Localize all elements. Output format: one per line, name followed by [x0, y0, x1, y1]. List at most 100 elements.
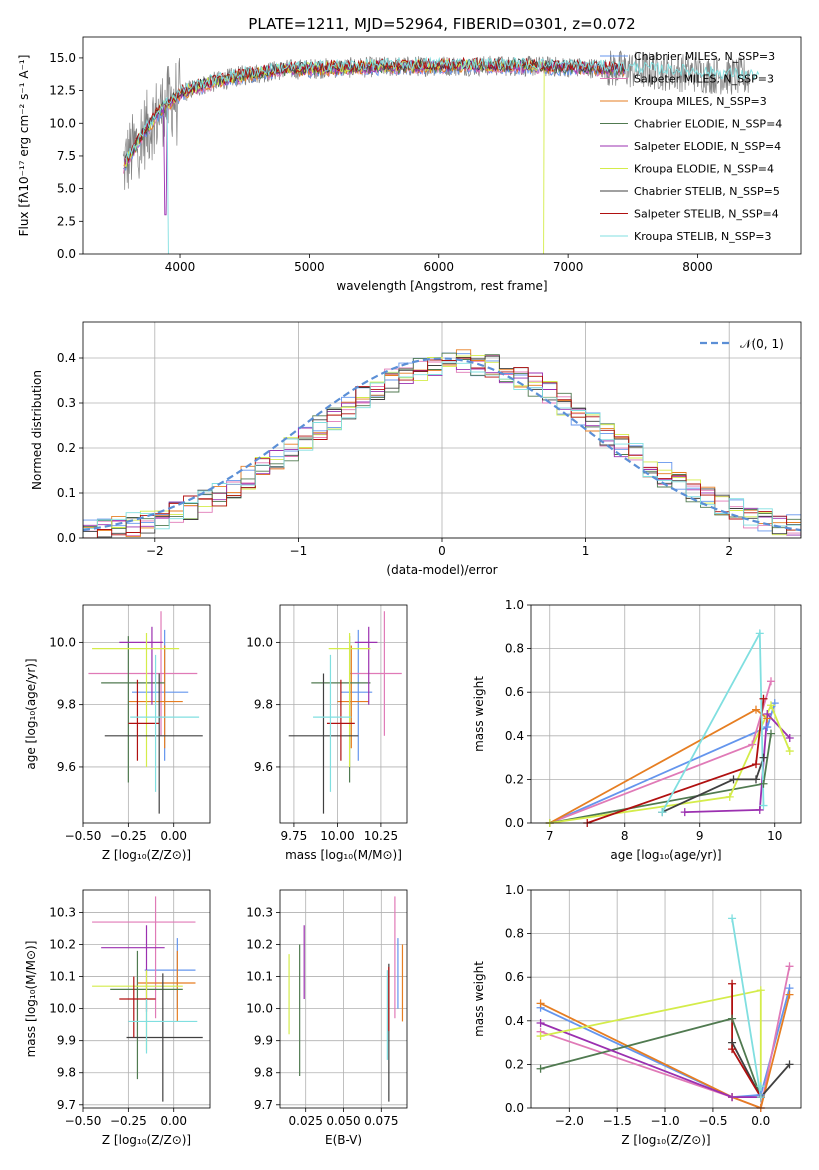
weight-marker: [763, 710, 772, 718]
y-axis-label: mass weight: [472, 961, 486, 1037]
y-tick-label: 10.0: [49, 116, 76, 130]
x-tick-label: 0.025: [289, 1114, 323, 1128]
y-axis-label: age [log₁₀(age/yr)]: [24, 658, 38, 769]
y-tick-label: 10.1: [246, 970, 273, 984]
x-axis-label: wavelength [Angstrom, rest frame]: [336, 279, 547, 293]
x-tick-label: 2: [725, 544, 733, 558]
x-tick-label: −1.0: [650, 1114, 679, 1128]
y-tick-label: 9.7: [57, 1098, 76, 1112]
weight-line: [731, 983, 762, 1098]
chart-weight_vs_age: 7 8 9 10 0.0 0.2 0.4 0.6 0.8 1.0 age [log₁₀(age/yr…: [472, 598, 802, 862]
weight-marker: [728, 1014, 737, 1023]
axes-frame: [82, 889, 211, 1109]
errorbar-point: [128, 679, 160, 761]
weight-marker: [725, 792, 734, 801]
axes-frame: [82, 321, 802, 539]
y-tick-label: 0.8: [505, 642, 524, 656]
legend-entry: Kroupa ELODIE, N_SSP=4: [634, 163, 774, 176]
weight-line: [661, 757, 765, 813]
y-tick-label: 2.5: [57, 214, 76, 228]
x-tick-label: −0.25: [110, 829, 147, 843]
errorbar-point: [119, 626, 163, 705]
plot-area: [122, 50, 760, 254]
weight-marker: [536, 1032, 545, 1041]
weight-marker: [785, 1060, 794, 1069]
x-tick-label: 1: [582, 544, 590, 558]
errorbar-point: [144, 938, 196, 1009]
y-tick-label: 10.2: [246, 938, 273, 952]
plot-area: [83, 349, 801, 538]
weight-marker: [785, 733, 794, 742]
weight-marker: [748, 740, 757, 749]
y-tick-label: 10.3: [246, 905, 273, 919]
y-tick-label: 9.6: [254, 760, 273, 774]
weight-marker: [752, 705, 760, 714]
model-spectrum-line: [125, 56, 760, 254]
y-tick-label: 9.9: [254, 1034, 273, 1048]
y-axis-label: Normed distribution: [30, 370, 44, 490]
y-tick-label: 10.0: [246, 1002, 273, 1016]
weight-marker: [759, 801, 768, 810]
errorbar-point: [126, 973, 203, 1102]
y-tick-label: 0.4: [57, 351, 76, 365]
y-tick-label: 0.4: [505, 1014, 524, 1028]
weight-marker: [752, 760, 760, 769]
weight-line: [549, 708, 768, 823]
x-tick-label: 5000: [294, 260, 325, 274]
x-tick-label: 0: [438, 544, 446, 558]
x-tick-label: −2: [146, 544, 164, 558]
x-tick-label: −0.50: [65, 829, 102, 843]
legend-entry: 𝒩(0, 1): [740, 337, 784, 351]
errorbar-point: [288, 673, 359, 814]
weight-marker: [680, 808, 689, 817]
x-tick-label: −1: [290, 544, 308, 558]
y-tick-label: 9.8: [254, 698, 273, 712]
errorbar-point: [128, 999, 198, 1054]
x-axis-label: Z [log₁₀(Z/Z⊙)]: [102, 848, 191, 862]
errorbar-point: [92, 896, 196, 1019]
y-tick-label: 0.2: [505, 772, 524, 786]
weight-marker: [755, 805, 764, 814]
chart-age_vs_Z: −0.50 −0.25 0.00 9.6 9.8 10.0 Z [log₁₀(Z/Z⊙)] a…: [24, 604, 211, 862]
errorbar-point: [349, 611, 402, 736]
legend-entry: Salpeter STELIB, N_SSP=4: [634, 208, 779, 221]
y-tick-label: 0.1: [57, 486, 76, 500]
x-tick-label: 8000: [682, 260, 713, 274]
x-tick-label: 10: [767, 829, 782, 843]
x-tick-label: 0.050: [326, 1114, 360, 1128]
x-tick-label: 0.075: [364, 1114, 398, 1128]
x-tick-label: 0.00: [160, 829, 187, 843]
errorbar-point: [328, 633, 371, 767]
weight-marker: [728, 1093, 737, 1102]
x-axis-label: mass [log₁₀(M/M⊙)]: [285, 848, 402, 862]
weight-marker: [763, 723, 772, 732]
x-tick-label: −0.50: [65, 1114, 102, 1128]
x-tick-label: 6000: [423, 260, 454, 274]
weight-marker: [728, 979, 737, 988]
y-tick-label: 0.2: [505, 1057, 524, 1071]
weight-marker: [536, 999, 545, 1008]
legend-entry: Chabrier MILES, N_SSP=3: [634, 50, 775, 63]
axes-frame: [279, 889, 408, 1109]
y-tick-label: 0.4: [505, 729, 524, 743]
errorbar-point: [130, 654, 200, 792]
weight-line: [684, 711, 791, 813]
y-tick-label: 12.5: [49, 84, 76, 98]
y-tick-label: 0.6: [505, 685, 524, 699]
y-tick-label: 0.0: [57, 531, 76, 545]
chart-mass_vs_ebv: 0.025 0.050 0.075 9.7 9.8 9.9 10.0 10.1 10.2 10.3…: [246, 889, 408, 1147]
y-tick-label: 10.0: [49, 1002, 76, 1016]
y-tick-label: 0.0: [57, 247, 76, 261]
weight-line: [661, 629, 765, 813]
errorbar-point: [119, 976, 156, 1038]
chart-weight_vs_Z: −2.0 −1.5 −1.0 −0.5 0.0 0.0 0.2 0.4 0.6 0.8 1.0 Z […: [472, 883, 802, 1147]
y-axis-label: mass weight: [472, 676, 486, 752]
errorbar-point: [101, 636, 165, 783]
y-tick-label: 0.0: [505, 816, 524, 830]
weight-marker: [759, 753, 768, 762]
errorbar-point: [326, 679, 355, 761]
y-tick-label: 10.1: [49, 970, 76, 984]
y-tick-label: 0.2: [57, 441, 76, 455]
weight-marker: [785, 747, 794, 756]
